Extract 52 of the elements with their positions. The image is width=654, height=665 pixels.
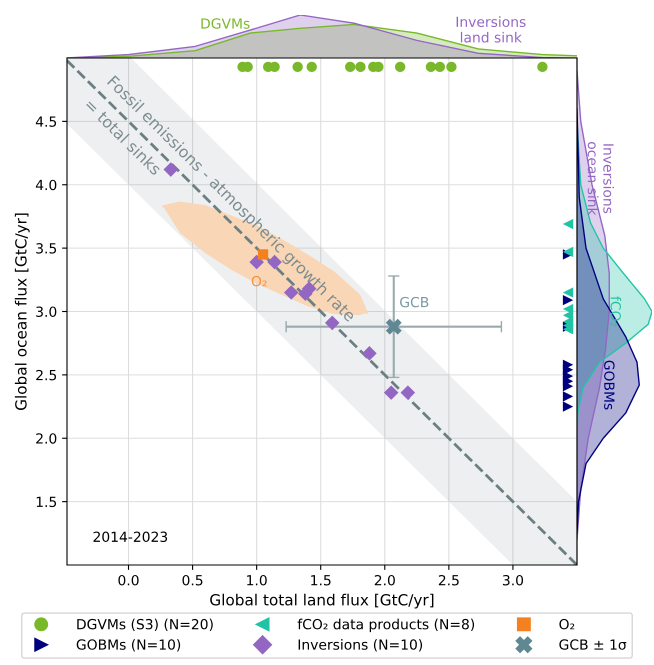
x-tick-label: 1.0 [247, 574, 267, 586]
point [562, 391, 574, 402]
point [434, 62, 446, 72]
legend-label: Inversions (N=10) [298, 639, 422, 652]
x-tick-label: 0.5 [182, 574, 202, 586]
point [249, 254, 264, 270]
x-axis-title: Global total land flux [GtC/yr] [210, 594, 434, 609]
point [562, 287, 574, 298]
x-tick-label: 3.0 [502, 574, 524, 586]
point [355, 62, 366, 72]
series-label: DGVMs [201, 18, 250, 29]
point [400, 385, 416, 400]
point [562, 246, 574, 258]
point [562, 324, 574, 334]
point [446, 62, 457, 72]
annotation: GCB [400, 296, 428, 308]
point [345, 62, 356, 72]
point [362, 346, 377, 361]
point [562, 381, 574, 392]
y-tick-label: 4.5 [36, 116, 56, 127]
point [267, 254, 282, 270]
point [562, 218, 574, 230]
y-tick-label: 2.5 [36, 370, 56, 380]
legend-label: O₂ [559, 618, 574, 630]
legend-label: fCO₂ data products (N=8) [298, 618, 474, 632]
series-label: GOBMs [604, 360, 615, 410]
y-tick-label: 4.0 [36, 180, 56, 190]
x-tick-label: 2.5 [438, 574, 459, 586]
annotation: 2014-2023 [94, 532, 168, 542]
point [537, 62, 548, 72]
series-label: fCO₂ [610, 296, 622, 326]
y-tick-label: 3.0 [36, 306, 56, 317]
legend-label: DGVMs (S3) (N=20) [77, 618, 213, 632]
x-tick-label: 1.5 [311, 575, 331, 586]
x-tick-label: 2.0 [374, 574, 395, 586]
series-label: Inversions land sink [456, 16, 526, 43]
point [395, 62, 406, 72]
point [562, 401, 574, 412]
legend-label: GOBMs (N=10) [76, 639, 180, 652]
y-axis-title: Global ocean flux [GtC/yr] [14, 213, 30, 410]
point [386, 318, 402, 335]
point [306, 62, 317, 72]
point [426, 62, 436, 72]
point [384, 385, 398, 400]
y-tick-label: 3.5 [36, 243, 56, 254]
point [562, 294, 574, 306]
annotation: O₂ [252, 276, 267, 286]
x-tick-label: 0.0 [118, 574, 139, 586]
y-tick-label: 1.5 [36, 496, 56, 508]
y-tick-label: 2.0 [36, 433, 56, 444]
point [292, 62, 303, 72]
legend-label: GCB ± 1σ [559, 639, 626, 650]
